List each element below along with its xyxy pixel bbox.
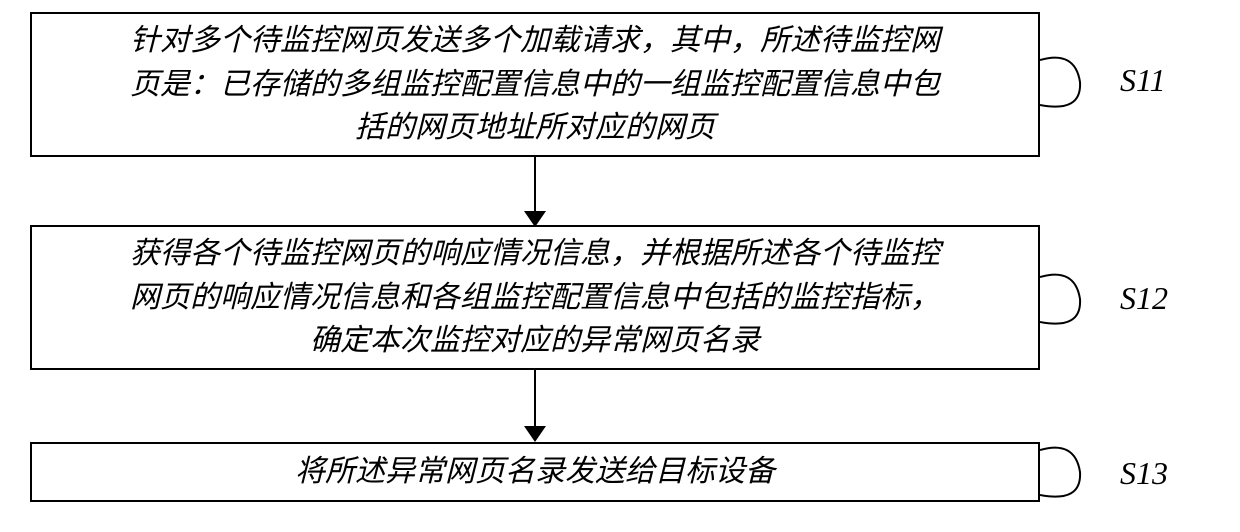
flow-node-s12: 获得各个待监控网页的响应情况信息，并根据所述各个待监控 网页的响应情况信息和各组…	[30, 225, 1040, 370]
flow-label-s11: S11	[1120, 62, 1166, 99]
flow-node-s11: 针对多个待监控网页发送多个加载请求，其中，所述待监控网 页是：已存储的多组监控配…	[30, 12, 1040, 157]
flow-node-s12-text: 获得各个待监控网页的响应情况信息，并根据所述各个待监控 网页的响应情况信息和各组…	[130, 232, 940, 363]
arrow-s11-s12-shaft	[534, 157, 536, 213]
flow-node-s13-text: 将所述异常网页名录发送给目标设备	[295, 450, 775, 494]
flow-node-s13: 将所述异常网页名录发送给目标设备	[30, 442, 1040, 502]
flow-node-s11-text: 针对多个待监控网页发送多个加载请求，其中，所述待监控网 页是：已存储的多组监控配…	[130, 19, 940, 150]
connector-curve-s12	[1040, 272, 1110, 327]
arrow-s12-s13-head	[524, 426, 546, 442]
connector-curve-s11	[1040, 55, 1110, 110]
flow-label-s13: S13	[1120, 455, 1168, 492]
flowchart-canvas: 针对多个待监控网页发送多个加载请求，其中，所述待监控网 页是：已存储的多组监控配…	[0, 0, 1240, 532]
flow-label-s12: S12	[1120, 280, 1168, 317]
arrow-s12-s13-shaft	[534, 370, 536, 428]
connector-curve-s13	[1040, 445, 1110, 500]
